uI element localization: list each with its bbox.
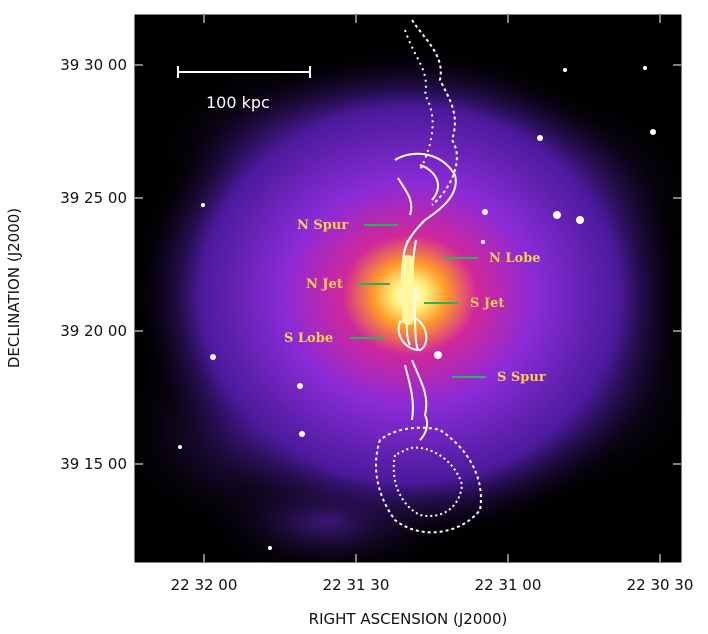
x-tick-label: 22 32 00	[171, 576, 238, 594]
plot-frame	[134, 14, 682, 563]
xray-image	[135, 15, 681, 562]
y-tick-label: 39 15 00	[60, 455, 127, 473]
x-tick-label: 22 31 00	[475, 576, 542, 594]
x-tick-label: 22 30 30	[627, 576, 694, 594]
y-axis-label: DECLINATION (J2000)	[5, 208, 23, 368]
scale-bar	[177, 66, 311, 78]
jet-core	[402, 255, 414, 325]
point-sources	[178, 66, 656, 550]
label-s-jet: S Jet	[470, 296, 504, 311]
x-axis-label: RIGHT ASCENSION (J2000)	[309, 610, 508, 628]
y-tick-label: 39 20 00	[60, 322, 127, 340]
y-ticks	[135, 64, 681, 465]
scale-bar-label: 100 kpc	[206, 93, 270, 112]
label-s-lobe: S Lobe	[284, 331, 333, 346]
y-tick-label: 39 25 00	[60, 189, 127, 207]
x-tick-label: 22 31 30	[323, 576, 390, 594]
x-ticks	[203, 15, 661, 562]
label-s-spur: S Spur	[497, 370, 546, 385]
y-tick-label: 39 30 00	[60, 56, 127, 74]
annotation-pointers	[350, 224, 486, 378]
label-n-lobe: N Lobe	[489, 251, 541, 266]
label-n-jet: N Jet	[306, 277, 343, 292]
label-n-spur: N Spur	[297, 218, 348, 233]
